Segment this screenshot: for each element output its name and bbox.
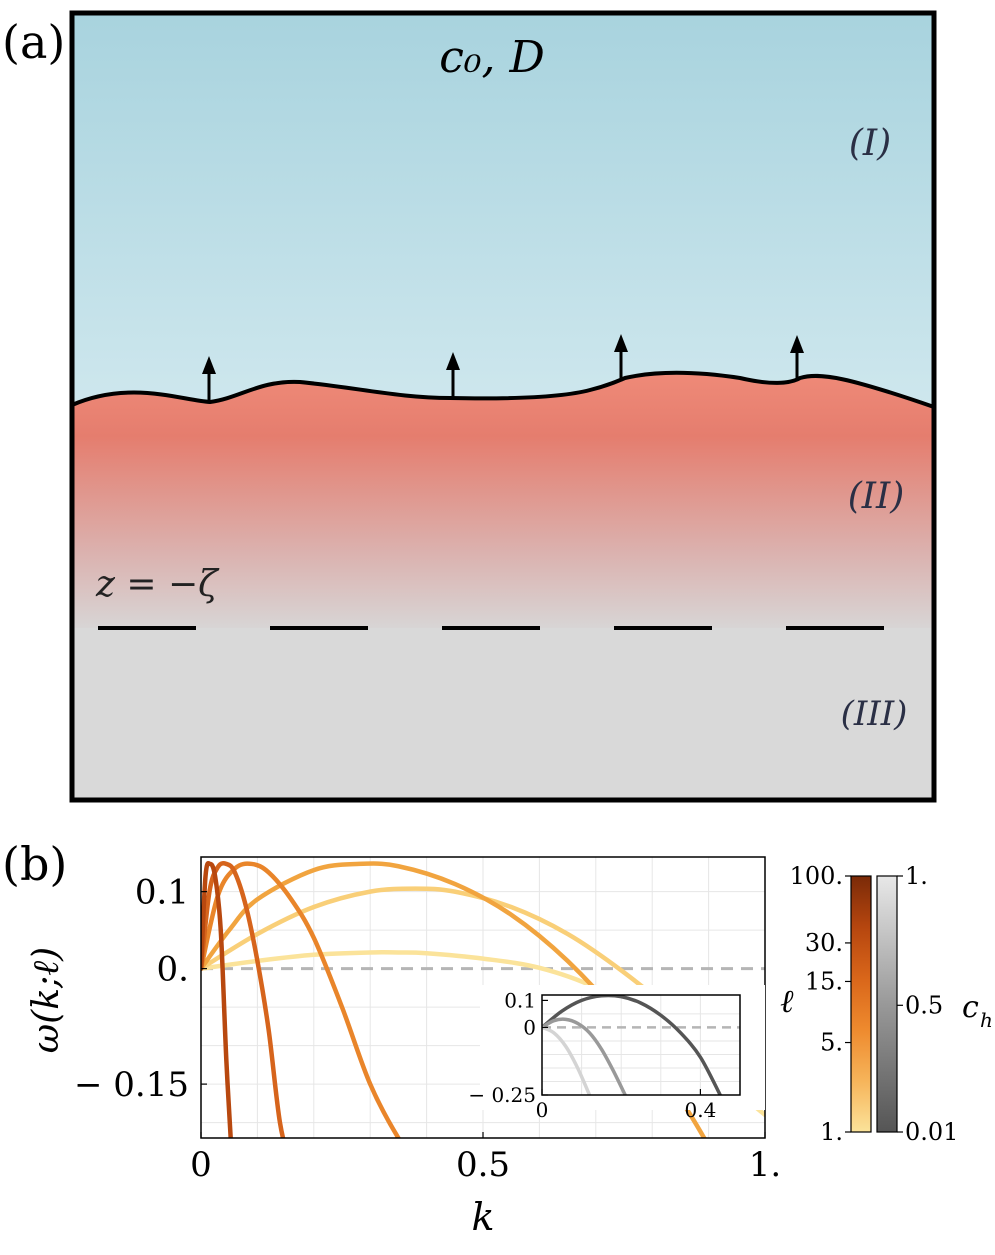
network-cell bbox=[596, 448, 624, 476]
network-cell bbox=[466, 448, 494, 476]
growth-layer bbox=[72, 372, 934, 628]
colorbar-l-tick-label: 15. bbox=[805, 967, 843, 995]
colorbar-l-tick-label: 1. bbox=[820, 1118, 843, 1146]
network-cell bbox=[481, 478, 509, 506]
colorbar-l-tick-label: 5. bbox=[820, 1029, 843, 1057]
network-cell bbox=[506, 538, 534, 566]
network-cell bbox=[541, 533, 569, 561]
colorbars: 100. 30. 15. 5. 1. ℓ 1. 0.5 0.01 c h bbox=[780, 862, 993, 1146]
panel-a-frame bbox=[69, 10, 937, 803]
colorbar-l-tick-label: 30. bbox=[805, 929, 843, 957]
network-cell bbox=[436, 443, 464, 471]
panel-a-label: (a) bbox=[2, 15, 65, 69]
growth-arrow-head bbox=[614, 334, 628, 352]
region-substrate bbox=[72, 628, 934, 800]
network-cell bbox=[581, 473, 609, 501]
growth-arrows bbox=[202, 334, 804, 402]
inset-plot: 0 0.40.10− 0.25 bbox=[468, 985, 765, 1122]
y-tick-label: 0.1 bbox=[135, 873, 189, 913]
region-label-2: (II) bbox=[848, 476, 905, 517]
network-cell bbox=[441, 523, 469, 551]
network-cell bbox=[601, 488, 629, 516]
network-cell bbox=[441, 473, 469, 501]
network-cell bbox=[526, 503, 554, 531]
inset-frame bbox=[541, 994, 741, 1096]
network-cell bbox=[456, 563, 484, 591]
network-cell bbox=[491, 508, 519, 536]
boundary-label: z = −ζ bbox=[95, 564, 220, 605]
colorbar-ch-label: c bbox=[962, 990, 979, 1025]
y-tick-label: 0.1 bbox=[504, 988, 536, 1012]
network-cell bbox=[461, 503, 489, 531]
y-tick-label: 0. bbox=[157, 950, 189, 990]
network-cell bbox=[416, 463, 444, 491]
network-cell bbox=[536, 563, 564, 591]
y-tick-label: − 0.25 bbox=[468, 1083, 536, 1107]
network-cell bbox=[476, 408, 504, 436]
network-cell bbox=[421, 498, 449, 526]
x-tick-label: 1. bbox=[749, 1145, 781, 1185]
network-cell bbox=[496, 448, 524, 476]
network-cell bbox=[576, 518, 604, 546]
x-tick-label: 0 bbox=[190, 1145, 212, 1185]
network-cell bbox=[516, 473, 544, 501]
y-tick-label: 0 bbox=[523, 1015, 536, 1039]
colorbar-ch bbox=[876, 875, 898, 1133]
colorbar-ch-tick-label: 0.5 bbox=[905, 991, 943, 1019]
inset-series-0 bbox=[542, 995, 722, 1095]
network-cell bbox=[566, 408, 594, 436]
x-tick-label: 0 bbox=[536, 1098, 549, 1122]
inset-series-1 bbox=[542, 1017, 627, 1095]
panel-a: c₀, D (I) (II) (III) z = −ζ (a) bbox=[2, 10, 937, 803]
colorbar-l-label: ℓ bbox=[780, 982, 794, 1020]
x-tick-label: 0.4 bbox=[684, 1098, 716, 1122]
x-tick-label: 0.5 bbox=[456, 1145, 510, 1185]
colorbar-ch-label-subscript: h bbox=[980, 1008, 993, 1032]
network-cell bbox=[556, 493, 584, 521]
colorbar-ch-tick-label: 0.01 bbox=[905, 1118, 958, 1146]
y-axis-label: ω(k;ℓ) bbox=[26, 947, 67, 1053]
cell-network bbox=[402, 408, 629, 608]
main-series-3 bbox=[201, 861, 402, 1138]
y-tick-label: − 0.15 bbox=[74, 1065, 189, 1105]
main-series-5 bbox=[201, 860, 233, 1138]
region-label-3: (III) bbox=[841, 694, 908, 734]
network-cell bbox=[501, 418, 529, 446]
top-label: c₀, D bbox=[439, 32, 545, 83]
network-cell bbox=[471, 538, 499, 566]
inset-area bbox=[542, 995, 740, 1095]
panel-b-label: (b) bbox=[2, 837, 67, 891]
colorbar-l bbox=[850, 875, 872, 1133]
region-label-1: (I) bbox=[849, 123, 891, 164]
growth-arrow-head bbox=[202, 356, 216, 374]
network-cell bbox=[496, 568, 524, 596]
growth-arrow-head bbox=[790, 335, 804, 353]
inset-series-2 bbox=[542, 1025, 592, 1095]
network-cell bbox=[551, 458, 579, 486]
colorbar-ch-tick-label: 1. bbox=[905, 862, 928, 890]
x-axis-label: k bbox=[471, 1195, 494, 1239]
interface-curve bbox=[71, 370, 935, 409]
network-cell bbox=[571, 548, 599, 576]
colorbar-l-tick-label: 100. bbox=[790, 862, 843, 890]
growth-arrow-head bbox=[446, 352, 460, 370]
